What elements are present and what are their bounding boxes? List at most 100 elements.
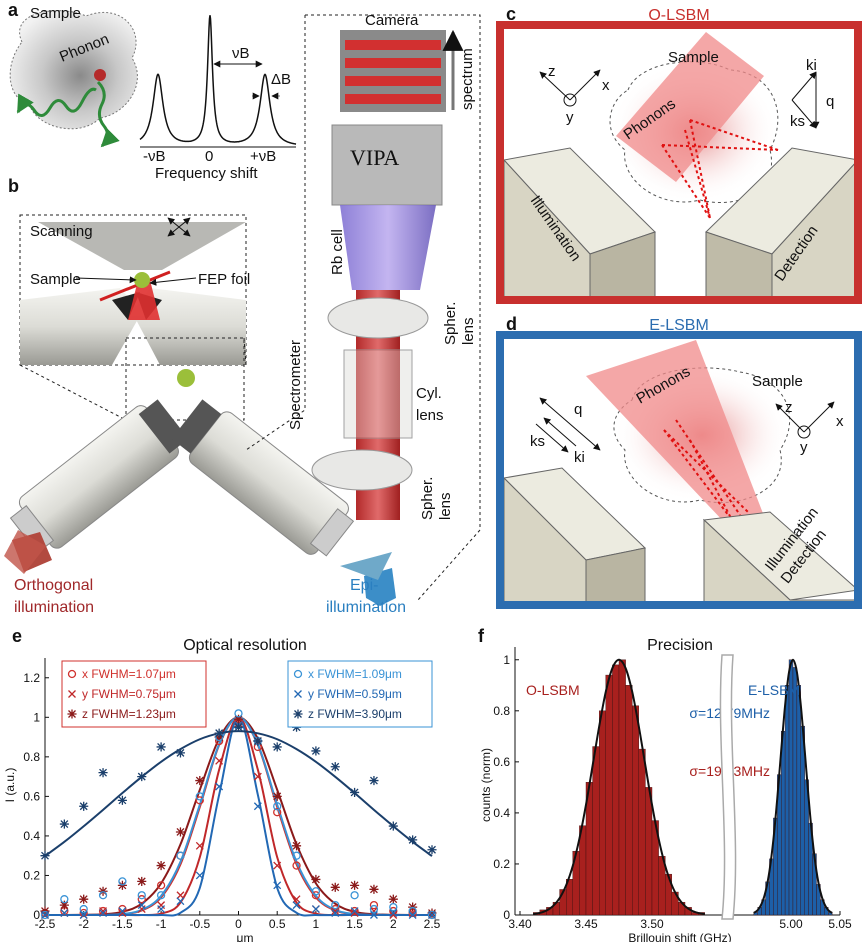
fit-curve [45,731,432,856]
x-tick-label: 1 [313,917,320,931]
bar [785,685,789,915]
data-point [273,792,282,801]
panel-label: f [478,626,485,646]
data-point [408,835,417,844]
label: z [785,399,793,416]
panel-a: a Sample Phonon νB ΔB -νB 0 +νB Frequenc… [8,0,296,182]
chart-e: e Optical resolution I (a.u.) μm 00.20.4… [3,626,441,942]
y-tick-label: 1.2 [23,671,40,685]
rb-cell [340,205,436,290]
data-point [60,820,69,829]
label: νB [232,45,250,62]
label: Cyl. lens [416,385,444,424]
line: Cyl. [416,385,442,402]
y-axis-label: I (a.u.) [3,768,17,803]
bar [612,665,619,915]
legend-label: z FWHM=3.90μm [308,707,402,721]
x-axis-label: μm [237,931,254,942]
series-label: E-LSBM [748,682,800,698]
data-point [177,892,184,899]
bar [619,660,626,915]
data-point [331,762,340,771]
label: ki [806,57,817,74]
data-point [389,895,398,904]
zoom-line [20,365,126,420]
line: Epi- [350,577,378,594]
scene-c [504,32,858,300]
page: {"panels": { "a": {"label": "a", "sample… [0,0,866,942]
line: lens [437,492,454,520]
label: Rb cell [329,229,346,275]
label: spectrum [459,48,476,110]
bar [632,706,639,915]
legend-label: y FWHM=0.75μm [82,687,176,701]
panel-label: e [12,626,22,646]
data-point [234,723,243,732]
legend-label: z FWHM=1.23μm [82,707,176,721]
label: ks [530,433,545,450]
data-point [60,901,69,910]
line: Spher. [442,302,459,345]
data-point [350,881,359,890]
data-point [253,736,262,745]
vector [544,418,576,446]
x-tick-label: -1 [156,917,167,931]
vector [540,398,600,450]
legend-label: y FWHM=0.59μm [308,687,402,701]
y-tick-label: 0.4 [23,829,40,843]
label: Scanning [30,223,93,240]
label: Spher.lens [442,302,477,345]
data-point [389,821,398,830]
legend-marker [293,709,302,718]
bar [793,667,797,915]
phonon-dot [94,69,106,81]
axis-label: Frequency shift [155,165,258,182]
x-tick-label: 3.45 [574,917,598,931]
label: Spectrometer [287,340,304,430]
sample [134,272,150,288]
bar [606,675,613,915]
spher-lens [328,298,428,338]
data-point [215,729,224,738]
tick-label: -νB [143,148,166,165]
bar [781,731,785,915]
label: VIPA [350,145,399,170]
figure: a Sample Phonon νB ΔB -νB 0 +νB Frequenc… [0,0,866,942]
x-tick-label: 3.50 [640,917,664,931]
data-point [292,841,301,850]
y-tick-label: 0.8 [23,750,40,764]
bar [626,685,633,915]
x-tick-label: -1.5 [112,917,133,931]
data-point [176,827,185,836]
x-tick-label: 5.05 [828,917,852,931]
y-tick-label: 0.4 [493,806,510,820]
x-tick-label: -0.5 [189,917,210,931]
data-point [137,772,146,781]
label: Sample [30,5,81,22]
chart-f: f Precision counts (norm) Brillouin shif… [478,626,852,942]
legend-label: x FWHM=1.09μm [308,667,402,681]
label: Camera [365,12,419,29]
bar [797,685,801,915]
x-tick-label: 5.00 [779,917,803,931]
line: illumination [14,599,94,616]
camera-stripe [345,58,441,68]
beam [356,350,400,438]
line: lens [416,407,444,424]
data-point [331,883,340,892]
data-point [273,742,282,751]
data-point [79,895,88,904]
data-point [195,776,204,785]
data-point [351,892,358,899]
label: z [548,63,556,80]
spher-lens [312,450,412,490]
y-tick-label: 1 [33,710,40,724]
panel-label: a [8,0,19,20]
series-label: O-LSBM [526,682,580,698]
bar [645,787,652,915]
x-tick-label: 1.5 [346,917,363,931]
x-tick-label: 2 [390,917,397,931]
y-tick-label: 0.2 [493,857,510,871]
vector [792,72,816,100]
label: y [800,439,808,456]
